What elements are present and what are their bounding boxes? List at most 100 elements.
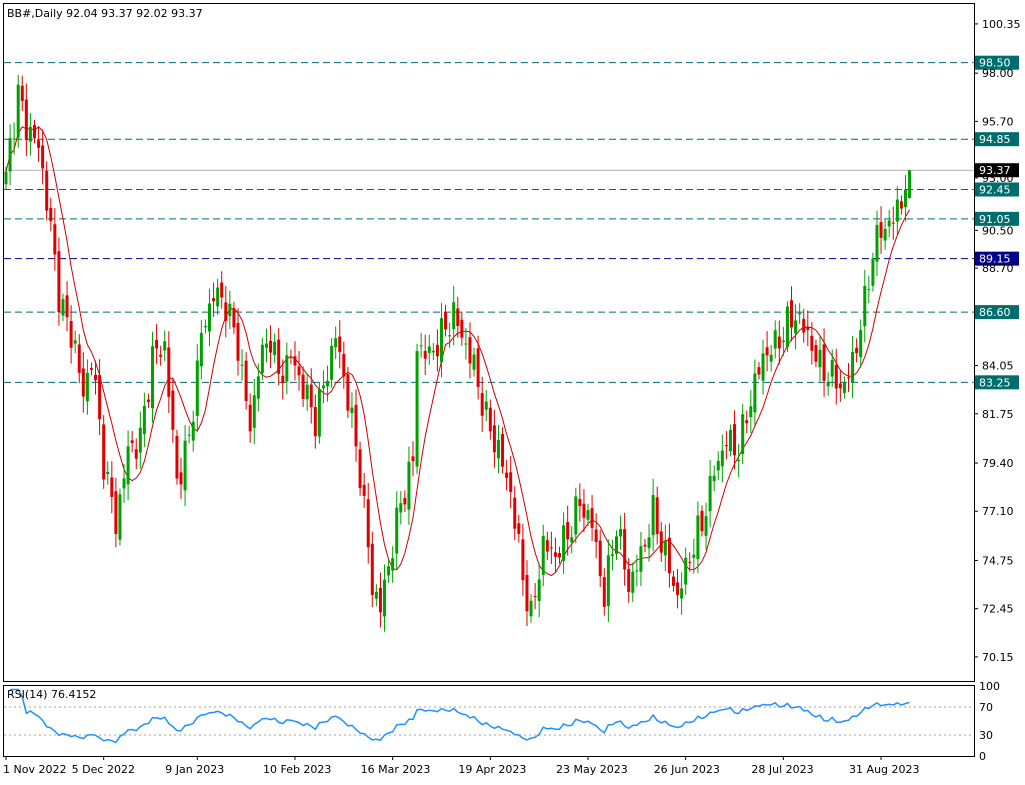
candle-body-0[interactable] [4,171,8,185]
candle-body-55[interactable] [228,303,232,317]
candle-body-189[interactable] [773,330,777,349]
candle-body-124[interactable] [509,472,513,493]
candle-body-46[interactable] [191,421,195,441]
candle-body-161[interactable] [659,531,663,553]
candle-body-209[interactable] [855,347,859,354]
candle-body-41[interactable] [171,390,175,430]
candle-body-205[interactable] [838,383,842,389]
candle-body-160[interactable] [655,497,659,534]
candle-body-79[interactable] [326,380,330,387]
candle-body-165[interactable] [676,582,680,595]
candle-body-58[interactable] [240,364,244,366]
candle-body-78[interactable] [321,385,325,389]
candle-body-98[interactable] [403,498,407,505]
candle-body-203[interactable] [830,359,834,377]
candle-body-186[interactable] [761,353,765,381]
candle-body-198[interactable] [810,335,814,351]
candle-body-216[interactable] [883,228,887,241]
candle-body-1[interactable] [8,138,12,172]
candle-body-26[interactable] [110,477,114,497]
candle-body-85[interactable] [350,407,354,414]
candle-body-113[interactable] [464,343,468,345]
candle-body-179[interactable] [733,424,737,456]
candle-body-17[interactable] [73,340,77,344]
candle-body-196[interactable] [802,318,806,333]
candle-body-210[interactable] [859,329,863,358]
candle-body-151[interactable] [619,528,623,537]
candle-body-184[interactable] [753,373,757,413]
candle-body-20[interactable] [85,372,89,402]
candle-body-137[interactable] [562,525,566,561]
candle-body-63[interactable] [260,344,264,374]
candle-body-84[interactable] [346,374,350,411]
candle-body-91[interactable] [374,591,378,599]
candle-body-66[interactable] [273,341,277,355]
candle-body-60[interactable] [248,404,252,432]
candle-body-99[interactable] [407,461,411,510]
candle-body-36[interactable] [151,346,155,409]
candle-body-80[interactable] [330,345,334,380]
candle-body-125[interactable] [513,497,517,529]
candle-body-181[interactable] [741,414,745,455]
candle-body-32[interactable] [134,449,138,459]
candle-body-201[interactable] [822,344,826,381]
candle-body-75[interactable] [309,384,313,408]
candle-body-102[interactable] [419,345,423,347]
candle-body-129[interactable] [529,600,533,617]
candle-body-194[interactable] [794,320,798,334]
candle-body-57[interactable] [236,322,240,361]
candle-body-107[interactable] [439,318,443,363]
candle-body-180[interactable] [737,459,741,462]
candle-body-49[interactable] [203,326,207,328]
candle-body-92[interactable] [378,587,382,613]
candle-body-153[interactable] [627,568,631,593]
candle-body-86[interactable] [354,404,358,447]
candle-body-183[interactable] [749,406,753,418]
candle-body-105[interactable] [431,350,435,353]
candle-body-109[interactable] [448,335,452,337]
candle-body-123[interactable] [505,472,509,478]
candle-body-29[interactable] [122,478,126,489]
candle-body-77[interactable] [317,388,321,437]
candle-body-133[interactable] [545,540,549,552]
candle-body-159[interactable] [651,495,655,536]
candle-body-47[interactable] [195,360,199,416]
candle-body-43[interactable] [179,472,183,485]
candle-body-147[interactable] [602,577,606,607]
candle-body-103[interactable] [423,351,427,359]
candle-body-45[interactable] [187,434,191,436]
candle-body-111[interactable] [456,308,460,327]
candle-body-59[interactable] [244,360,248,402]
candle-body-71[interactable] [293,356,297,366]
candle-body-132[interactable] [541,535,545,575]
candle-body-214[interactable] [875,225,879,262]
candle-body-115[interactable] [472,354,476,370]
candle-body-135[interactable] [553,552,557,557]
candle-body-131[interactable] [537,579,541,601]
candle-body-162[interactable] [663,540,667,556]
candle-body-16[interactable] [69,321,73,348]
candle-body-56[interactable] [232,308,236,328]
candle-body-185[interactable] [757,367,761,375]
candle-body-70[interactable] [289,356,293,358]
candle-body-67[interactable] [277,339,281,374]
candle-body-141[interactable] [578,499,582,507]
candle-body-22[interactable] [94,374,98,381]
candle-body-94[interactable] [387,566,391,576]
candle-body-72[interactable] [297,366,301,376]
candle-body-34[interactable] [142,405,146,435]
candle-body-220[interactable] [899,201,903,209]
candle-body-106[interactable] [435,344,439,357]
candle-body-68[interactable] [281,375,285,384]
candle-body-7[interactable] [32,125,36,139]
candle-body-117[interactable] [480,393,484,416]
candle-body-19[interactable] [81,368,85,397]
candle-body-4[interactable] [20,85,24,101]
candle-body-191[interactable] [781,340,785,343]
candle-body-23[interactable] [98,375,102,420]
candle-body-51[interactable] [212,298,216,302]
candle-body-96[interactable] [395,507,399,554]
candle-body-65[interactable] [269,340,273,353]
candle-body-27[interactable] [114,491,118,534]
candle-body-149[interactable] [610,554,614,556]
